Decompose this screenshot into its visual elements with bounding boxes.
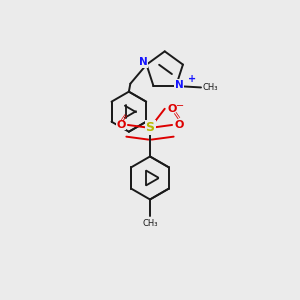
Text: N: N [139, 57, 147, 67]
Text: +: + [188, 74, 196, 84]
Text: =: = [118, 110, 131, 123]
Text: −: − [176, 101, 184, 111]
Text: N: N [175, 80, 183, 90]
Text: CH₃: CH₃ [202, 83, 218, 92]
Text: O: O [116, 120, 126, 130]
Text: O: O [167, 104, 176, 114]
Text: S: S [146, 122, 154, 134]
Text: CH₃: CH₃ [142, 219, 158, 228]
Text: O: O [174, 120, 184, 130]
Text: =: = [169, 110, 182, 123]
